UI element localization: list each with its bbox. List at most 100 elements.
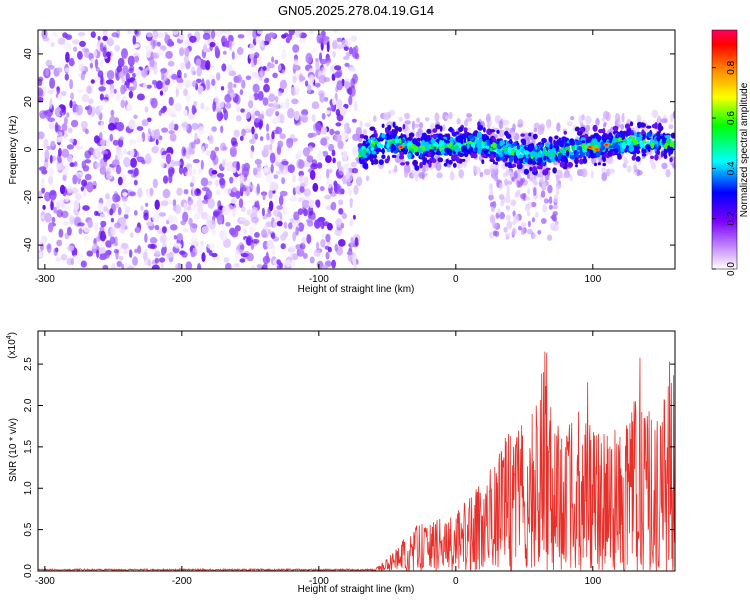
signal-halo bbox=[421, 166, 426, 173]
signal-halo bbox=[416, 117, 421, 123]
snr-multiplier: (x104) bbox=[6, 332, 18, 359]
noise-speckle bbox=[239, 217, 247, 222]
noise-speckle bbox=[211, 252, 218, 258]
noise-speckle bbox=[112, 139, 120, 146]
signal-core bbox=[391, 132, 396, 137]
noise-speckle bbox=[194, 188, 202, 197]
signal-core bbox=[662, 152, 667, 157]
noise-speckle bbox=[84, 150, 92, 159]
signal-halo bbox=[614, 112, 621, 123]
noise-speckle bbox=[180, 220, 186, 226]
noise-speckle bbox=[114, 236, 118, 246]
noise-speckle bbox=[70, 119, 79, 128]
y-tick-label: 1.5 bbox=[23, 439, 34, 453]
noise-speckle bbox=[81, 93, 90, 103]
noise-speckle bbox=[126, 82, 130, 89]
noise-speckle bbox=[257, 163, 261, 169]
noise-speckle bbox=[270, 232, 276, 239]
noise-speckle bbox=[180, 62, 187, 70]
noise-speckle bbox=[69, 215, 75, 225]
noise-speckle bbox=[162, 188, 171, 199]
noise-speckle bbox=[75, 145, 84, 150]
noise-speckle bbox=[128, 90, 134, 99]
noise-speckle bbox=[159, 234, 167, 244]
noise-speckle bbox=[278, 195, 284, 206]
noise-speckle bbox=[205, 79, 211, 91]
noise-speckle bbox=[352, 46, 357, 58]
noise-speckle bbox=[201, 252, 206, 263]
signal-core bbox=[363, 135, 369, 140]
signal-tail bbox=[497, 208, 501, 215]
noise-speckle bbox=[239, 89, 244, 96]
noise-speckle bbox=[222, 205, 231, 216]
signal-core bbox=[579, 149, 584, 156]
noise-speckle bbox=[161, 226, 167, 234]
noise-speckle bbox=[100, 220, 107, 228]
signal-tail bbox=[505, 214, 511, 221]
signal-tail bbox=[540, 218, 547, 224]
noise-speckle bbox=[300, 114, 309, 123]
noise-speckle bbox=[49, 97, 53, 109]
signal-core bbox=[412, 159, 418, 166]
noise-speckle bbox=[200, 211, 209, 220]
signal-tail bbox=[491, 206, 495, 213]
noise-speckle bbox=[256, 30, 263, 35]
signal-core bbox=[541, 137, 547, 144]
noise-speckle bbox=[183, 189, 189, 195]
noise-speckle bbox=[116, 164, 122, 175]
noise-speckle bbox=[154, 257, 160, 264]
signal-core bbox=[564, 143, 571, 147]
noise-speckle bbox=[352, 255, 357, 266]
noise-speckle bbox=[40, 177, 45, 189]
noise-speckle bbox=[97, 36, 101, 41]
x-tick-label: -100 bbox=[309, 274, 329, 285]
noise-speckle bbox=[183, 109, 188, 117]
noise-speckle bbox=[43, 161, 49, 169]
noise-speckle bbox=[348, 187, 352, 196]
noise-speckle bbox=[78, 63, 85, 72]
signal-core bbox=[400, 162, 405, 166]
noise-speckle bbox=[140, 205, 144, 211]
noise-speckle bbox=[352, 214, 356, 220]
noise-speckle bbox=[117, 176, 123, 186]
noise-speckle bbox=[93, 135, 100, 144]
noise-speckle bbox=[266, 132, 270, 141]
noise-speckle bbox=[217, 200, 222, 210]
noise-speckle bbox=[128, 119, 136, 130]
signal-core bbox=[430, 152, 434, 158]
signal-tail bbox=[527, 188, 531, 195]
noise-speckle bbox=[128, 139, 137, 146]
signal-tail bbox=[499, 182, 504, 190]
signal-core bbox=[463, 151, 469, 158]
signal-core bbox=[622, 130, 627, 136]
signal-core bbox=[459, 135, 464, 142]
noise-speckle bbox=[38, 87, 44, 97]
noise-speckle bbox=[292, 44, 300, 53]
noise-speckle bbox=[336, 37, 342, 43]
noise-speckle bbox=[323, 96, 329, 102]
signal-core bbox=[646, 131, 652, 138]
signal-core bbox=[660, 150, 664, 158]
signal-core bbox=[370, 147, 375, 152]
noise-speckle bbox=[251, 238, 260, 244]
signal-core bbox=[446, 148, 453, 155]
noise-speckle bbox=[44, 212, 52, 223]
noise-speckle bbox=[144, 106, 149, 113]
signal-core bbox=[543, 146, 547, 154]
signal-tail bbox=[505, 232, 511, 238]
colorbar-gradient bbox=[711, 29, 738, 270]
signal-tail bbox=[528, 170, 533, 176]
signal-halo bbox=[546, 119, 550, 130]
y-tick-label: 2.5 bbox=[23, 357, 34, 371]
signal-halo bbox=[636, 168, 641, 177]
noise-speckle bbox=[114, 44, 121, 52]
noise-speckle bbox=[331, 259, 336, 269]
noise-speckle bbox=[231, 51, 235, 60]
noise-speckle bbox=[241, 128, 246, 137]
signal-core bbox=[458, 152, 465, 158]
spectrogram-x-label: Height of straight line (km) bbox=[298, 284, 415, 295]
noise-speckle bbox=[195, 78, 202, 84]
signal-core bbox=[435, 124, 441, 130]
y-tick-label: 0 bbox=[23, 146, 34, 152]
